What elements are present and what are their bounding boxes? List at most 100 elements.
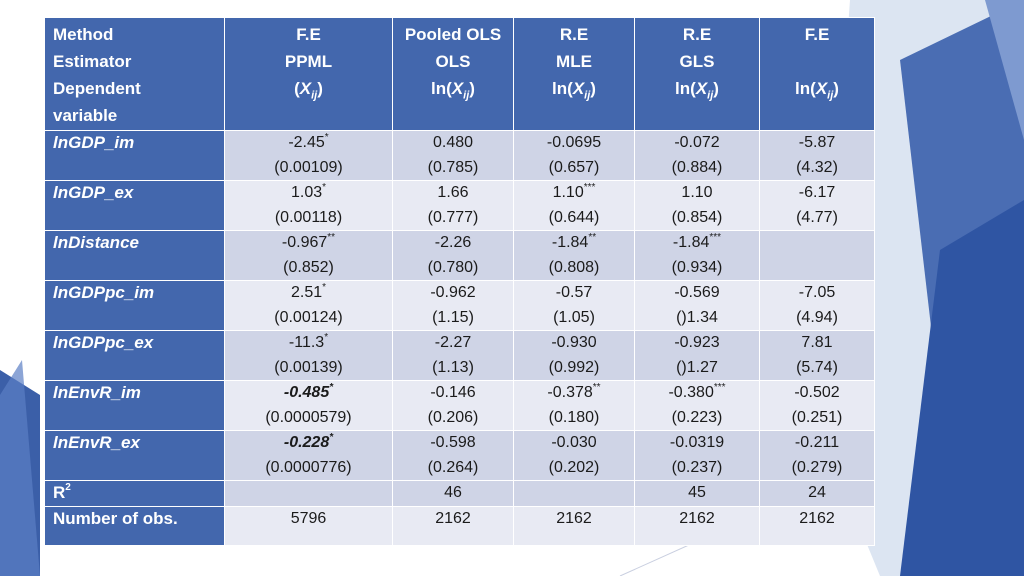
row-label-prefix: ln: [53, 283, 69, 302]
row-label: lnGDPpc_ex: [44, 330, 225, 381]
coef-number: [815, 234, 819, 251]
coef-number: -11.3: [288, 334, 325, 351]
coef-cell: 7.81 (5.74): [759, 330, 875, 381]
estimator-label: [760, 48, 874, 75]
row-label-name: GDP_ex: [68, 183, 134, 202]
row-label: lnDistance: [44, 230, 225, 281]
significance-stars: **: [592, 381, 601, 393]
coef-number: -0.485: [283, 384, 330, 401]
std-error: (0.180): [548, 408, 600, 426]
coef-number: -0.923: [674, 334, 720, 351]
coef-number: 1.10: [681, 184, 713, 201]
std-error: (0.251): [791, 408, 843, 426]
coef-number: -2.45: [288, 134, 325, 151]
dependent-label: ln(Xij): [514, 75, 634, 102]
right-shard-top: [985, 0, 1024, 140]
table-row: lnDistance -0.967** (0.852) -2.26 (0.780) -1.…: [44, 230, 875, 281]
coef-cell: [759, 230, 875, 281]
r2-text: R: [53, 483, 66, 502]
coef-value: -2.45*: [225, 131, 392, 156]
coef-number: -0.0319: [669, 434, 725, 451]
coef-number: 1.03: [290, 184, 323, 201]
std-error: (5.74): [796, 358, 838, 376]
coef-cell: -0.967** (0.852): [224, 230, 393, 281]
std-error: (0.202): [548, 458, 600, 476]
nobs-cell: 5796: [224, 505, 393, 546]
coef-number: -1.84: [551, 234, 589, 251]
row-label: lnEnvR_im: [44, 380, 225, 431]
std-error: (0.780): [427, 258, 479, 276]
std-error: (0.884): [671, 158, 723, 176]
std-error: (4.77): [796, 208, 838, 226]
coef-number: 1.66: [437, 184, 469, 201]
coef-number: -0.569: [674, 284, 720, 301]
row-label-name: EnvR_im: [68, 383, 141, 402]
coef-cell: -0.380*** (0.223): [634, 380, 760, 431]
dep-subscript: ij: [463, 89, 470, 102]
coef-value: -1.84**: [514, 231, 634, 256]
row-label: lnGDP_ex: [44, 180, 225, 231]
coef-cell: -2.45* (0.00109): [224, 130, 393, 181]
significance-stars: *: [322, 181, 327, 193]
coef-value: -0.0695: [514, 131, 634, 156]
dep-prefix: ln(: [795, 79, 816, 98]
std-error: (0.00118): [274, 208, 343, 226]
r2-row: R2 46 45 24: [44, 480, 875, 507]
coef-value: 1.10***: [514, 181, 634, 206]
coef-number: -0.211: [794, 434, 840, 451]
coef-value: -0.211: [760, 431, 874, 456]
std-error: (0.808): [548, 258, 600, 276]
std-error: (0.00139): [274, 358, 343, 376]
std-error: ()1.34: [676, 308, 718, 326]
method-label: R.E: [682, 25, 712, 44]
dep-prefix: (: [294, 79, 300, 98]
significance-stars: **: [327, 231, 336, 243]
nobs-cell: 2162: [759, 505, 875, 546]
std-error: (0.852): [283, 258, 334, 276]
coef-number: -0.0695: [546, 134, 602, 151]
row-label-prefix: ln: [53, 183, 69, 202]
dep-var: X: [451, 79, 464, 98]
r2-cell: 46: [392, 480, 514, 507]
row-label: lnGDP_im: [44, 130, 225, 181]
coef-value: -11.3*: [225, 331, 392, 356]
significance-stars: ***: [713, 381, 726, 393]
std-error: (4.94): [796, 308, 838, 326]
coef-cell: -0.57 (1.05): [513, 280, 635, 331]
nobs-cell: 2162: [634, 505, 760, 546]
column-header: Pooled OLS OLS ln(Xij): [392, 17, 514, 131]
column-header: R.E MLE ln(Xij): [513, 17, 635, 131]
significance-stars: *: [329, 381, 334, 393]
row-label-name: Distance: [68, 233, 139, 252]
coef-value: -0.57: [514, 281, 634, 306]
coef-value: 0.480: [393, 131, 513, 156]
std-error: (0.785): [427, 158, 479, 176]
coef-cell: -0.146 (0.206): [392, 380, 514, 431]
std-error: (0.644): [548, 208, 600, 226]
dep-prefix: ln(: [552, 79, 573, 98]
std-error: (0.206): [427, 408, 479, 426]
coef-value: -0.072: [635, 131, 759, 156]
coef-number: -0.930: [551, 334, 597, 351]
nobs-cell: 2162: [392, 505, 514, 546]
std-error: (0.223): [671, 408, 723, 426]
std-error: (0.279): [791, 458, 843, 476]
header-corner: Method Estimator Dependent variable: [44, 17, 225, 131]
coef-value: -0.380***: [635, 381, 759, 406]
coef-number: -0.228: [283, 434, 330, 451]
coef-cell: -0.378** (0.180): [513, 380, 635, 431]
coef-cell: 2.51* (0.00124): [224, 280, 393, 331]
dep-var: X: [815, 79, 828, 98]
coef-cell: -0.228* (0.0000776): [224, 430, 393, 481]
header-row: Method Estimator Dependent variable F.E PPML (…: [44, 17, 875, 131]
coef-cell: -0.072 (0.884): [634, 130, 760, 181]
r2-label: R2: [44, 480, 225, 507]
column-header: F.E PPML (Xij): [224, 17, 393, 131]
left-shard-light: [0, 360, 40, 576]
row-label: lnGDPpc_im: [44, 280, 225, 331]
significance-stars: *: [329, 431, 334, 443]
dependent-label: ln(Xij): [393, 75, 513, 102]
coef-cell: -0.502 (0.251): [759, 380, 875, 431]
coef-value: 1.10: [635, 181, 759, 206]
r2-superscript: 2: [65, 482, 71, 494]
